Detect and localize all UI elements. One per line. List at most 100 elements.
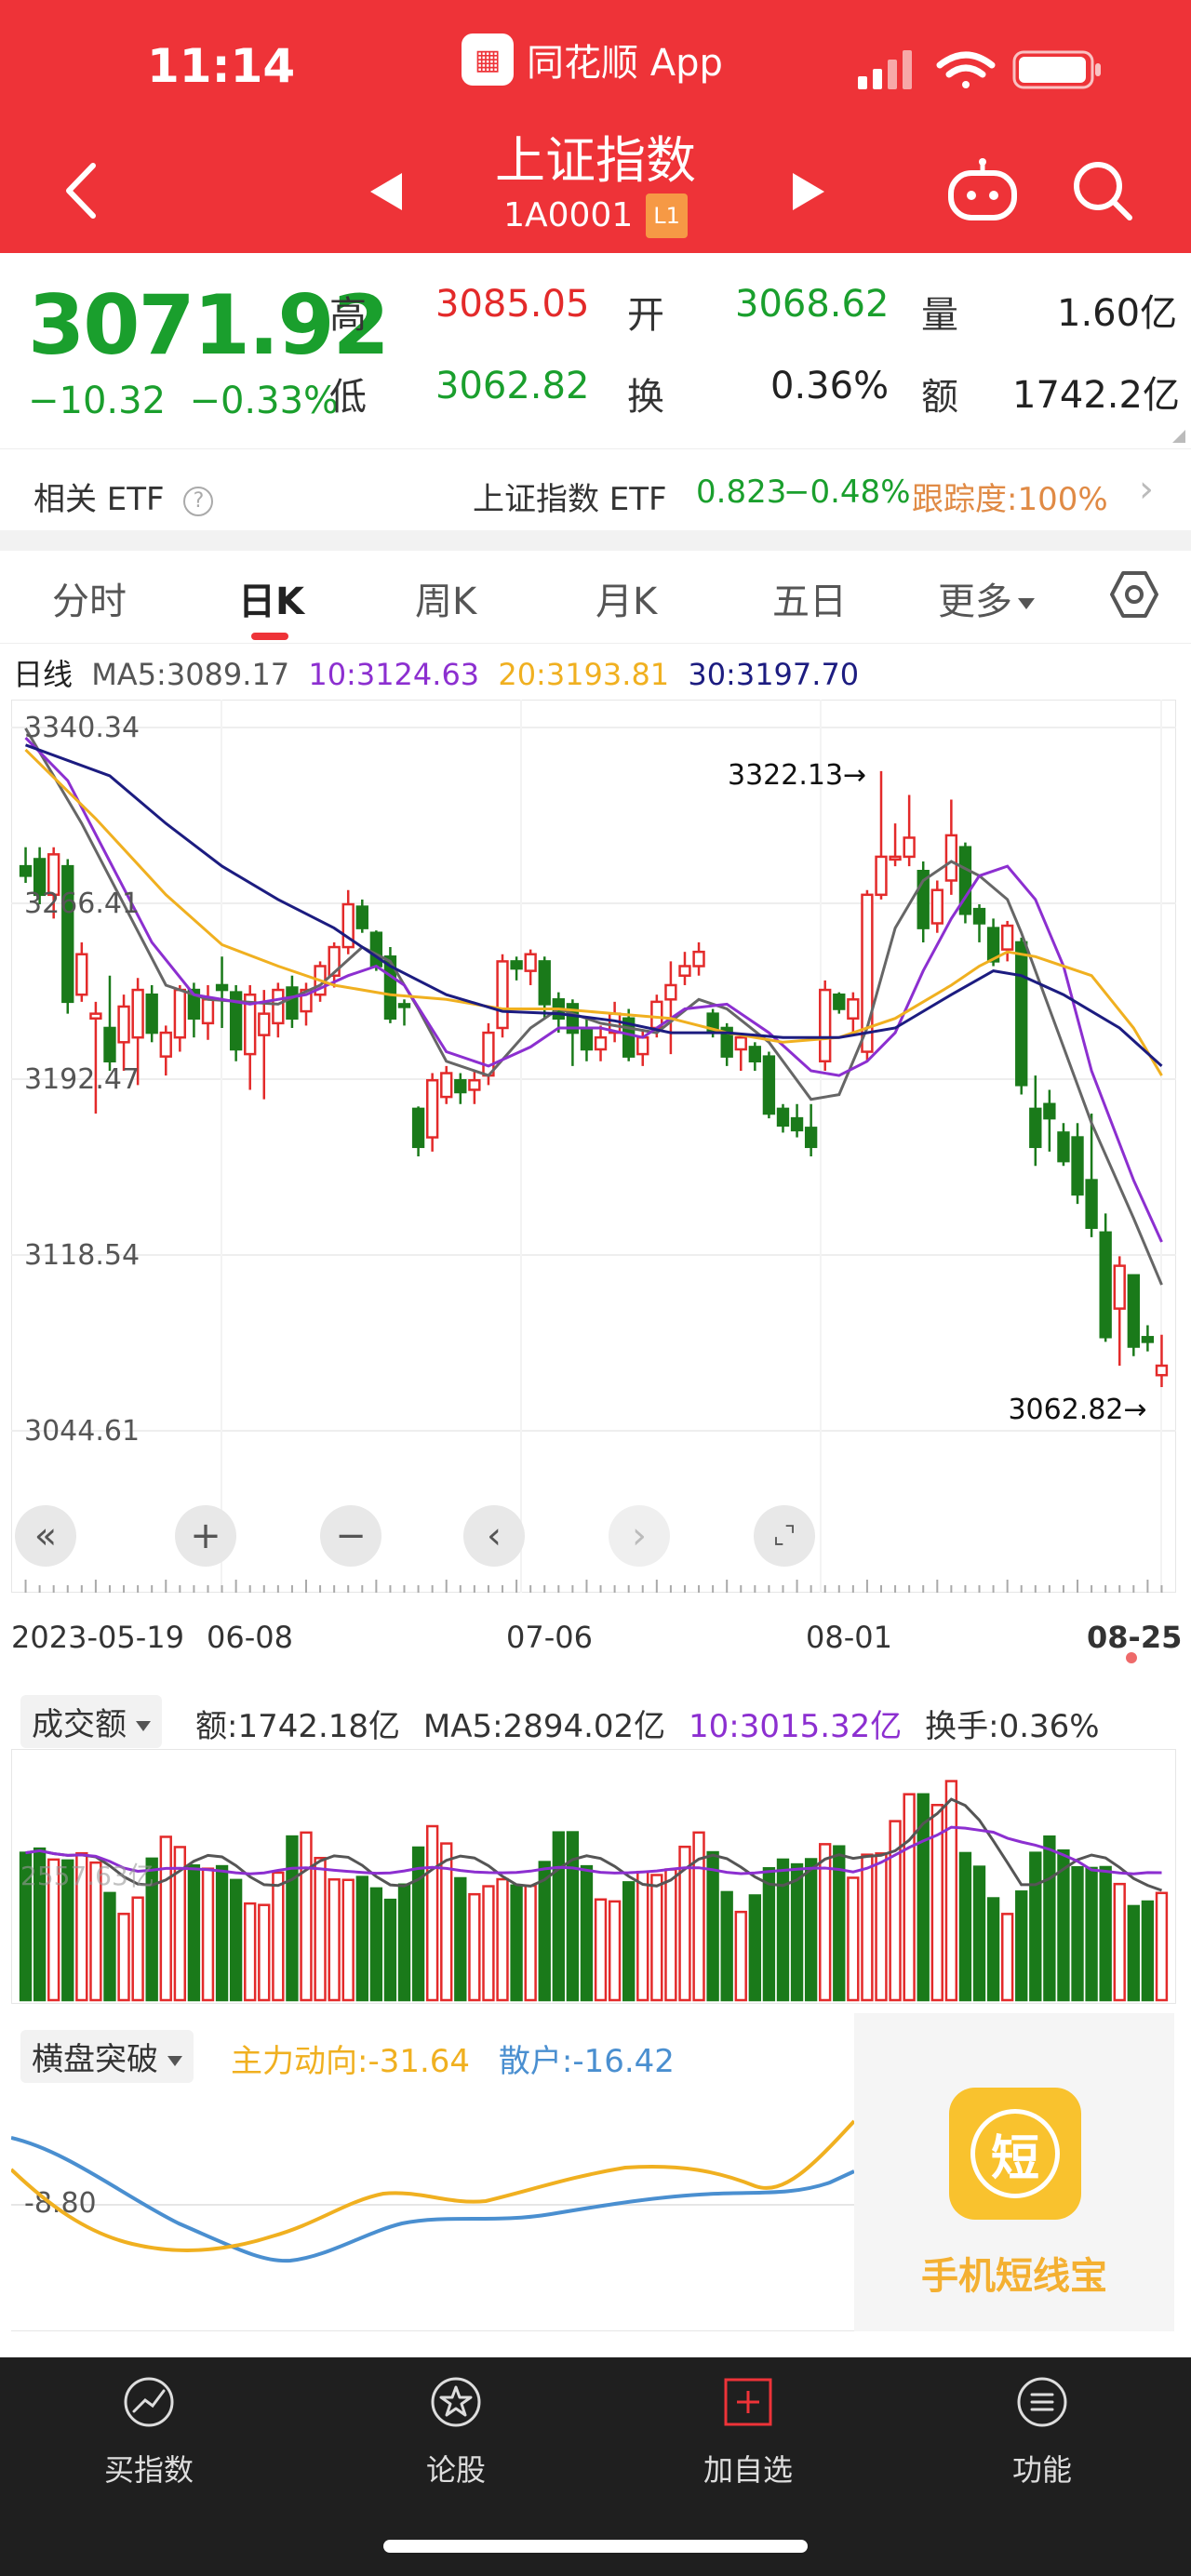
volume-chart[interactable]: 2557.63亿: [11, 1749, 1176, 2004]
tab-monthly-k[interactable]: 月K: [596, 581, 658, 623]
volume-bar: [790, 1862, 804, 2002]
nav-buy-index[interactable]: 买指数: [56, 2374, 242, 2489]
tab-more[interactable]: 更多: [938, 571, 1035, 625]
short-line-ad-banner[interactable]: 短 手机短线宝: [854, 2013, 1174, 2331]
volume-bar: [131, 1896, 144, 2002]
candle-body: [510, 960, 523, 970]
candle-body: [258, 1012, 271, 1036]
date-axis: 2023-05-19 06-08 07-06 08-01 08-25: [0, 1614, 1191, 1661]
nav-label: 加自选: [703, 2452, 793, 2488]
help-icon[interactable]: ?: [183, 486, 214, 516]
volume-value: 1.60亿: [1057, 292, 1178, 335]
candle-body: [19, 864, 33, 877]
tab-weekly-k[interactable]: 周K: [415, 581, 477, 623]
candle-body: [594, 1035, 608, 1051]
main-force-line: [11, 2119, 854, 2252]
ma10-value: 10:3124.63: [308, 657, 480, 692]
robot-assistant-icon[interactable]: [945, 158, 1020, 223]
retail-line: [11, 2136, 854, 2263]
indicator-legend: 主力动向:-31.64 散户:-16.42: [231, 2035, 675, 2081]
volume-bar: [748, 1894, 762, 2002]
nav-functions[interactable]: 功能: [949, 2374, 1135, 2489]
next-stock-icon[interactable]: [793, 173, 824, 210]
volume-legend: 额:1742.18亿 MA5:2894.02亿 10:3015.32亿 换手:0…: [195, 1701, 1113, 1746]
volume-bar: [286, 1835, 299, 2002]
scroll-left-icon[interactable]: ‹: [463, 1505, 525, 1567]
turnover-label: 换: [627, 376, 664, 419]
signal-icon: [858, 50, 912, 89]
candle-body: [664, 983, 677, 1001]
tab-five-day[interactable]: 五日: [772, 581, 847, 623]
candle-body: [411, 1107, 425, 1149]
indicator-chart[interactable]: -8.80: [11, 2084, 854, 2331]
candle-body: [1029, 1107, 1042, 1149]
nav-label: 论股: [425, 2452, 486, 2488]
main-force-value: 主力动向:-31.64: [231, 2043, 471, 2080]
volume-ma5-line: [25, 1797, 1163, 1892]
active-tab-indicator: [251, 633, 288, 640]
volume-bar: [341, 1878, 355, 2002]
volume-bar: [244, 1902, 257, 2002]
volume-bar: [510, 1884, 523, 2002]
expand-corner-icon[interactable]: [1172, 430, 1185, 443]
candle-body: [875, 855, 888, 897]
prev-stock-icon[interactable]: [370, 173, 402, 210]
ad-logo-char: 短: [970, 2109, 1060, 2198]
candle-body: [440, 1072, 453, 1099]
volume-bar: [215, 1864, 229, 2002]
search-icon[interactable]: [1070, 158, 1135, 223]
nav-discuss[interactable]: 论股: [363, 2374, 549, 2489]
price-change: −10.32 −0.33%: [28, 380, 339, 422]
volume-indicator-selector[interactable]: 成交额: [20, 1695, 162, 1748]
volume-bar: [622, 1881, 636, 2002]
indicator-selector[interactable]: 横盘突破: [20, 2030, 194, 2083]
candle-body: [804, 1127, 818, 1149]
volume-bar: [89, 1861, 102, 2002]
change-percent: −0.33%: [189, 380, 340, 422]
zoom-in-icon[interactable]: +: [175, 1505, 236, 1567]
ma-line-ma10: [24, 737, 1163, 1243]
scroll-right-icon[interactable]: ›: [609, 1505, 670, 1567]
y-axis-label: 3044.61: [24, 1415, 140, 1448]
menu-icon: [1017, 2377, 1067, 2427]
chevron-right-icon[interactable]: ›: [1139, 468, 1154, 511]
volume-bar: [1000, 1913, 1014, 2002]
volume-bar: [272, 1871, 285, 2002]
volume-bar: [328, 1878, 341, 2002]
volume-bar: [1043, 1835, 1056, 2002]
kline-chart[interactable]: 3340.34 3266.41 3192.47 3118.54 3044.61 3322.…: [11, 700, 1176, 1593]
volume-bar: [706, 1850, 719, 2002]
chart-settings-icon[interactable]: [1109, 569, 1159, 620]
tab-intraday[interactable]: 分时: [52, 581, 127, 623]
volume-bar: [440, 1842, 453, 2002]
volume-bar: [875, 1852, 888, 2002]
y-axis-label: 3192.47: [24, 1063, 140, 1096]
volume-bar: [258, 1903, 271, 2002]
candle-body: [524, 953, 537, 972]
tab-daily-k[interactable]: 日K: [238, 581, 304, 623]
home-indicator: [383, 2540, 808, 2553]
volume-bar: [804, 1858, 818, 2002]
volume-label: 量: [921, 294, 958, 337]
candle-body: [328, 945, 341, 977]
candle-body: [636, 1035, 649, 1056]
back-icon[interactable]: [56, 158, 108, 223]
candle-body: [131, 988, 144, 1039]
y-axis-label: 3340.34: [24, 712, 140, 744]
nav-add-watchlist[interactable]: 加自选: [655, 2374, 841, 2489]
volume-bar: [369, 1887, 383, 2002]
candle-body: [1085, 1179, 1098, 1229]
status-app-indicator[interactable]: ▦ 同花顺 App: [462, 33, 723, 86]
caret-down-icon: [1018, 598, 1035, 609]
caret-down-icon: [136, 1721, 151, 1731]
zoom-out-icon[interactable]: −: [320, 1505, 381, 1567]
ma5-value: MA5:3089.17: [91, 657, 290, 692]
ma20-value: 20:3193.81: [498, 657, 670, 692]
candle-body: [1015, 941, 1028, 1087]
candle-body: [1000, 924, 1014, 951]
rewind-icon[interactable]: «: [15, 1505, 76, 1567]
related-etf-row[interactable]: 相关 ETF ? 上证指数 ETF 0.823 −0.48% 跟踪度:100% …: [0, 448, 1191, 530]
volume-bar: [776, 1858, 790, 2002]
fullscreen-icon[interactable]: ⌞⌝: [754, 1505, 815, 1567]
volume-bar: [425, 1824, 439, 2002]
